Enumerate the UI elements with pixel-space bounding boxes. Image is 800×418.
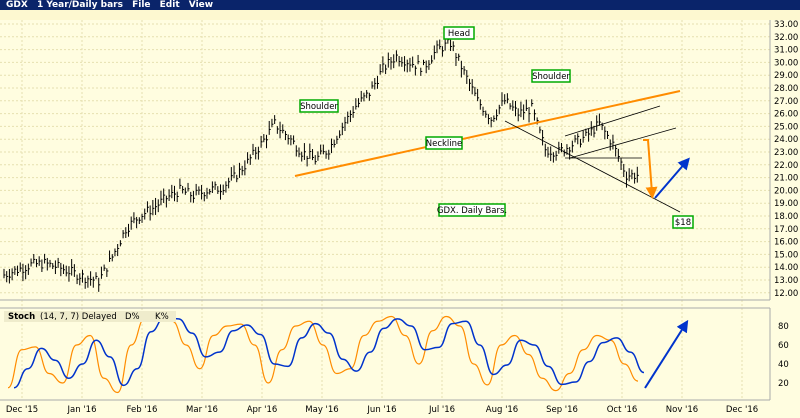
price-tick: 18.00 [774,212,798,222]
blue-arrow [654,157,690,199]
stoch-tick: 40 [778,360,789,370]
annotation-box-neckline [425,136,463,150]
date-tick: May '16 [305,405,338,415]
stoch-k-line [7,315,639,394]
date-tick: Sep '16 [546,405,578,415]
period[interactable]: 1 Year/Daily bars [36,0,123,10]
annotation-box-left_shoulder [299,99,339,113]
price-tick: 30.00 [774,58,798,68]
stoch-tick: 20 [778,379,789,389]
price-tick: 23.00 [774,148,798,158]
price-tick: 13.00 [774,276,798,286]
legend-d: D% [125,312,140,322]
stoch-d-line [13,316,645,389]
price-tick: 29.00 [774,71,798,81]
price-tick: 20.00 [774,186,798,196]
price-tick: 24.00 [774,135,798,145]
symbol[interactable]: GDX [6,0,28,10]
price-tick: 26.00 [774,110,798,120]
price-tick: 22.00 [774,161,798,171]
price-tick: 28.00 [774,84,798,94]
legend-k: K% [155,312,169,322]
stoch-name: Stoch [8,312,35,322]
date-tick: Dec '16 [726,405,758,415]
date-tick: Jul '16 [428,405,455,415]
annotation-right-shoulder: Shoulder [532,72,570,82]
price-tick: 21.00 [774,174,798,184]
stoch-params: (14, 7, 7) Delayed [40,312,117,322]
date-tick: Oct '16 [607,405,638,415]
title-bar: GDX 1 Year/Daily bars File Edit View [0,0,800,10]
price-tick: 19.00 [774,199,798,209]
neckline [294,90,681,177]
price-tick: 27.00 [774,97,798,107]
menu-view[interactable]: View [188,0,214,10]
orange-arrow [643,139,658,199]
stoch-tick: 80 [778,322,789,332]
price-tick: 32.00 [774,33,798,43]
toolbar[interactable] [0,10,800,20]
annotation-head: Head [448,29,470,39]
annotation-neckline: Neckline [426,139,463,149]
date-tick: Nov '16 [666,405,698,415]
menu-file[interactable]: File [132,0,151,10]
annotation-box-head [443,26,475,40]
menu-edit[interactable]: Edit [159,0,180,10]
price-tick: 16.00 [774,238,798,248]
price-tick: 33.00 [774,20,798,30]
date-tick: Feb '16 [127,405,158,415]
channel-top [564,105,661,137]
price-tick: 14.00 [774,263,798,273]
date-tick: Jan '16 [67,405,97,415]
date-tick: Jun '16 [366,405,396,415]
price-tick: 31.00 [774,46,798,56]
annotation-box-right_shoulder [531,69,571,83]
annotation-caption: GDX. Daily Bars. [437,206,507,216]
date-tick: Dec '15 [6,405,38,415]
stoch-tick: 60 [778,341,789,351]
annotation-left-shoulder: Shoulder [300,102,338,112]
price-tick: 15.00 [774,250,798,260]
price-tick: 12.00 [774,289,798,299]
annotation-box-caption [438,203,506,217]
date-tick: Apr '16 [247,405,278,415]
channel-bottom [569,127,677,159]
stoch-blue-arrow [644,319,689,389]
annotation-target: $18 [675,218,691,228]
date-tick: Aug '16 [486,405,518,415]
price-tick: 25.00 [774,122,798,132]
date-tick: Mar '16 [186,405,218,415]
price-tick: 17.00 [774,225,798,235]
annotation-box-target [672,215,694,229]
